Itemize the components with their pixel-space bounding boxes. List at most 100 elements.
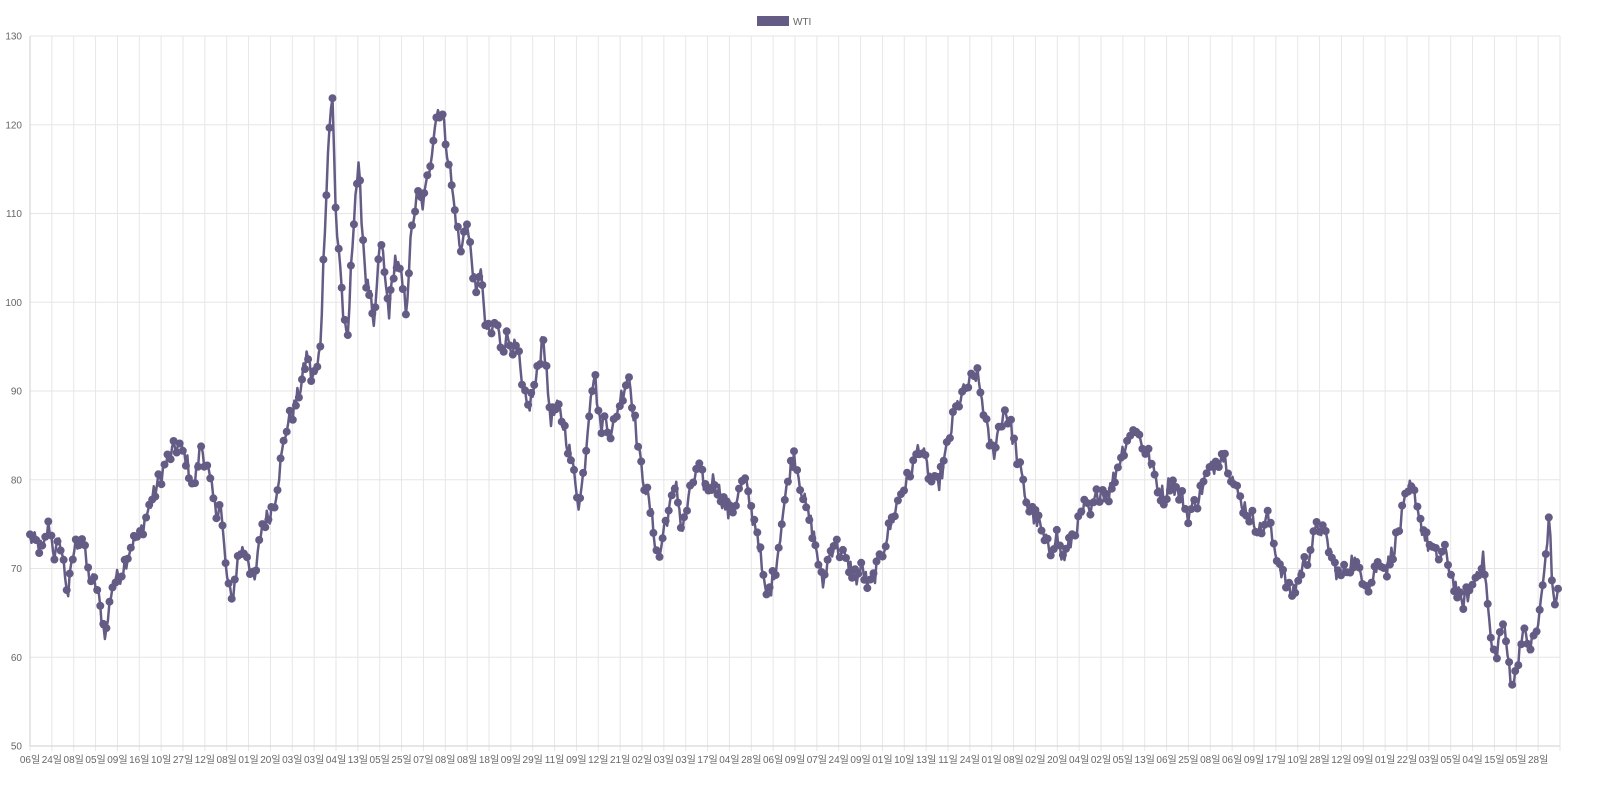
data-point[interactable]: [1224, 469, 1232, 478]
data-point[interactable]: [936, 462, 945, 471]
data-point[interactable]: [890, 512, 899, 521]
data-point[interactable]: [1456, 588, 1465, 597]
data-point[interactable]: [50, 555, 59, 564]
data-point[interactable]: [1168, 476, 1177, 485]
data-point[interactable]: [126, 543, 135, 552]
data-point[interactable]: [444, 160, 453, 169]
data-point[interactable]: [508, 350, 517, 359]
data-point[interactable]: [670, 484, 679, 493]
data-point[interactable]: [1502, 637, 1510, 646]
data-point[interactable]: [631, 411, 640, 420]
data-point[interactable]: [970, 372, 979, 381]
data-point[interactable]: [96, 601, 105, 610]
data-point[interactable]: [365, 291, 374, 300]
data-point[interactable]: [383, 294, 392, 303]
data-point[interactable]: [741, 474, 750, 483]
data-point[interactable]: [625, 373, 633, 382]
data-point[interactable]: [38, 541, 47, 550]
data-point[interactable]: [872, 557, 881, 566]
data-point[interactable]: [921, 451, 930, 460]
data-point[interactable]: [1101, 489, 1110, 498]
data-point[interactable]: [618, 396, 627, 405]
data-point[interactable]: [1178, 487, 1187, 495]
data-point[interactable]: [1474, 571, 1483, 580]
data-point[interactable]: [337, 283, 346, 292]
data-point[interactable]: [408, 221, 416, 230]
data-point[interactable]: [447, 181, 456, 190]
data-point[interactable]: [505, 341, 514, 350]
data-point[interactable]: [1095, 497, 1104, 506]
data-point[interactable]: [1489, 645, 1498, 654]
data-point[interactable]: [1297, 570, 1306, 579]
data-point[interactable]: [1526, 645, 1535, 654]
data-point[interactable]: [1495, 628, 1504, 637]
data-point[interactable]: [1337, 571, 1345, 580]
data-point[interactable]: [646, 509, 655, 517]
data-point[interactable]: [319, 255, 328, 264]
data-point[interactable]: [139, 530, 148, 539]
data-point[interactable]: [47, 531, 56, 540]
data-point[interactable]: [313, 362, 322, 371]
data-point[interactable]: [166, 455, 175, 464]
data-point[interactable]: [1480, 570, 1489, 579]
data-point[interactable]: [81, 541, 89, 550]
data-point[interactable]: [667, 491, 676, 500]
data-point[interactable]: [282, 427, 291, 436]
data-point[interactable]: [1315, 527, 1324, 536]
data-point[interactable]: [964, 383, 973, 392]
data-point[interactable]: [1395, 527, 1404, 536]
data-point[interactable]: [261, 523, 270, 532]
data-point[interactable]: [1193, 504, 1202, 513]
data-point[interactable]: [1181, 504, 1190, 513]
data-point[interactable]: [563, 449, 572, 458]
data-point[interactable]: [536, 360, 545, 368]
data-point[interactable]: [90, 573, 99, 582]
data-point[interactable]: [829, 542, 838, 550]
data-point[interactable]: [1364, 587, 1373, 596]
data-point[interactable]: [181, 461, 190, 470]
data-point[interactable]: [157, 480, 166, 489]
legend-label[interactable]: WTI: [793, 17, 811, 28]
data-point[interactable]: [209, 494, 218, 503]
data-point[interactable]: [1330, 558, 1339, 567]
data-point[interactable]: [1477, 564, 1486, 573]
data-point[interactable]: [664, 506, 673, 515]
data-point[interactable]: [582, 446, 591, 455]
data-point[interactable]: [1257, 529, 1266, 538]
data-point[interactable]: [560, 421, 569, 430]
data-point[interactable]: [1285, 578, 1294, 587]
data-point[interactable]: [142, 513, 151, 522]
data-point[interactable]: [175, 439, 184, 448]
data-point[interactable]: [1505, 658, 1514, 667]
data-point[interactable]: [1355, 563, 1364, 572]
data-point[interactable]: [1120, 451, 1128, 460]
data-point[interactable]: [1220, 449, 1229, 458]
data-point[interactable]: [909, 456, 918, 465]
data-point[interactable]: [842, 554, 850, 562]
data-point[interactable]: [197, 442, 206, 451]
data-point[interactable]: [441, 140, 450, 149]
data-point[interactable]: [701, 480, 710, 488]
data-point[interactable]: [945, 434, 954, 443]
data-point[interactable]: [359, 236, 368, 245]
data-point[interactable]: [1450, 587, 1459, 596]
legend-swatch[interactable]: [757, 16, 789, 26]
data-point[interactable]: [463, 220, 471, 229]
data-point[interactable]: [368, 309, 377, 318]
data-point[interactable]: [728, 508, 737, 517]
data-point[interactable]: [1541, 550, 1550, 559]
data-point[interactable]: [1389, 555, 1397, 564]
data-point[interactable]: [487, 329, 496, 338]
data-point[interactable]: [450, 206, 459, 215]
data-point[interactable]: [151, 492, 160, 501]
data-point[interactable]: [395, 264, 404, 273]
data-point[interactable]: [1135, 430, 1144, 439]
data-point[interactable]: [765, 583, 774, 592]
data-point[interactable]: [322, 191, 331, 200]
data-point[interactable]: [680, 513, 688, 522]
data-point[interactable]: [1089, 498, 1098, 507]
data-point[interactable]: [478, 281, 487, 290]
data-point[interactable]: [331, 203, 340, 212]
data-point[interactable]: [771, 571, 780, 579]
data-point[interactable]: [224, 579, 233, 588]
